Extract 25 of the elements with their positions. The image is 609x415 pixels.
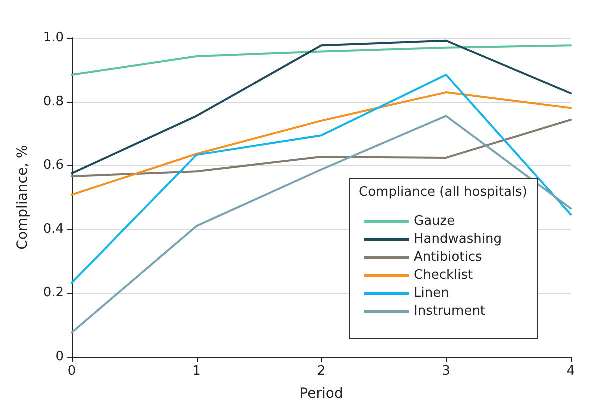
line-series (71, 44, 572, 76)
y-tick-label: 1.0 (43, 30, 64, 46)
x-tick-label: 0 (68, 364, 76, 379)
x-tick-label: 1 (192, 364, 201, 379)
y-tick-label: 0 (56, 350, 64, 364)
x-tick-label: 4 (566, 364, 576, 379)
x-axis-title: Period (300, 386, 344, 402)
y-axis-title: Compliance, % (15, 145, 31, 250)
legend-label: Antibiotics (414, 250, 483, 265)
y-tick-label: 0.8 (43, 94, 64, 110)
x-tick-label: 3 (442, 364, 450, 379)
legend-label: Gauze (414, 214, 456, 229)
y-tick-label: 0.6 (43, 158, 64, 174)
line-series (71, 40, 572, 175)
line-series (71, 74, 572, 284)
x-tick-label: 2 (317, 364, 326, 379)
legend-label: Linen (414, 286, 450, 301)
y-tick-label: 0.2 (43, 286, 64, 301)
line-series (71, 118, 572, 178)
legend-label: Checklist (414, 268, 474, 283)
y-tick-label: 0.4 (43, 222, 64, 237)
line-series (71, 115, 572, 334)
legend-label: Handwashing (414, 232, 502, 247)
legend-title: Compliance (all hospitals) (359, 185, 528, 200)
legend-label: Instrument (414, 304, 486, 319)
